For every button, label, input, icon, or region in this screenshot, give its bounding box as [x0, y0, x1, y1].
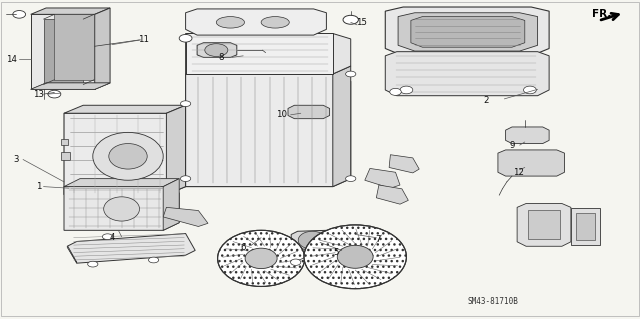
Ellipse shape	[304, 225, 406, 289]
Ellipse shape	[390, 88, 401, 95]
Ellipse shape	[180, 176, 191, 182]
Ellipse shape	[346, 71, 356, 77]
Polygon shape	[31, 83, 110, 89]
Text: 13: 13	[33, 90, 44, 99]
Polygon shape	[506, 127, 549, 144]
Polygon shape	[197, 43, 237, 57]
Polygon shape	[64, 187, 179, 230]
Text: 11: 11	[138, 35, 150, 44]
Polygon shape	[186, 33, 333, 74]
Text: 9: 9	[509, 141, 515, 150]
Polygon shape	[365, 168, 400, 188]
Polygon shape	[186, 66, 351, 74]
Polygon shape	[163, 179, 179, 230]
Text: 6: 6	[241, 243, 246, 252]
Ellipse shape	[93, 132, 163, 180]
Polygon shape	[166, 105, 186, 195]
Ellipse shape	[524, 86, 536, 94]
Polygon shape	[31, 14, 95, 89]
Polygon shape	[411, 17, 525, 47]
Polygon shape	[288, 105, 330, 119]
Text: 12: 12	[513, 168, 524, 177]
Text: SM43-81710B: SM43-81710B	[467, 297, 518, 306]
Polygon shape	[67, 234, 195, 263]
Text: 2: 2	[484, 96, 489, 105]
Ellipse shape	[13, 11, 26, 18]
Text: 4: 4	[109, 233, 115, 242]
Polygon shape	[376, 185, 408, 204]
Ellipse shape	[245, 248, 277, 269]
Text: 3: 3	[13, 155, 19, 164]
Ellipse shape	[88, 261, 98, 267]
Polygon shape	[186, 74, 351, 187]
Polygon shape	[385, 7, 549, 56]
Polygon shape	[61, 139, 68, 145]
Polygon shape	[186, 33, 351, 74]
Polygon shape	[398, 13, 538, 51]
Text: 14: 14	[6, 55, 17, 63]
Polygon shape	[571, 208, 600, 245]
Ellipse shape	[337, 245, 373, 268]
Ellipse shape	[205, 44, 228, 56]
Polygon shape	[498, 150, 564, 176]
Ellipse shape	[216, 17, 244, 28]
Ellipse shape	[291, 259, 301, 265]
Ellipse shape	[400, 86, 413, 94]
Polygon shape	[61, 152, 70, 160]
Polygon shape	[576, 213, 595, 240]
Ellipse shape	[343, 15, 358, 24]
Ellipse shape	[104, 197, 140, 221]
Text: 8: 8	[218, 53, 223, 62]
Ellipse shape	[109, 144, 147, 169]
Polygon shape	[31, 83, 110, 89]
Polygon shape	[333, 66, 351, 187]
Polygon shape	[44, 19, 83, 85]
Polygon shape	[186, 9, 326, 35]
Text: FR.: FR.	[592, 9, 611, 19]
Polygon shape	[95, 8, 110, 89]
Polygon shape	[64, 179, 179, 187]
Polygon shape	[67, 246, 77, 263]
Polygon shape	[291, 230, 333, 250]
Text: 7: 7	[375, 235, 380, 244]
Polygon shape	[385, 52, 549, 96]
Polygon shape	[389, 155, 419, 173]
Ellipse shape	[218, 230, 305, 286]
Ellipse shape	[102, 234, 113, 240]
Ellipse shape	[346, 176, 356, 182]
Polygon shape	[64, 113, 186, 195]
Ellipse shape	[48, 90, 61, 98]
Text: 15: 15	[356, 18, 367, 27]
Ellipse shape	[298, 231, 326, 249]
Polygon shape	[163, 207, 208, 226]
Text: 10: 10	[276, 110, 287, 119]
Polygon shape	[54, 14, 94, 80]
Text: 5: 5	[333, 248, 339, 256]
Ellipse shape	[148, 257, 159, 263]
Ellipse shape	[261, 17, 289, 28]
Text: 1: 1	[36, 182, 41, 191]
Ellipse shape	[180, 101, 191, 107]
Polygon shape	[64, 105, 186, 113]
Ellipse shape	[179, 34, 192, 42]
Polygon shape	[31, 8, 110, 14]
Polygon shape	[528, 210, 560, 239]
Polygon shape	[517, 204, 571, 246]
